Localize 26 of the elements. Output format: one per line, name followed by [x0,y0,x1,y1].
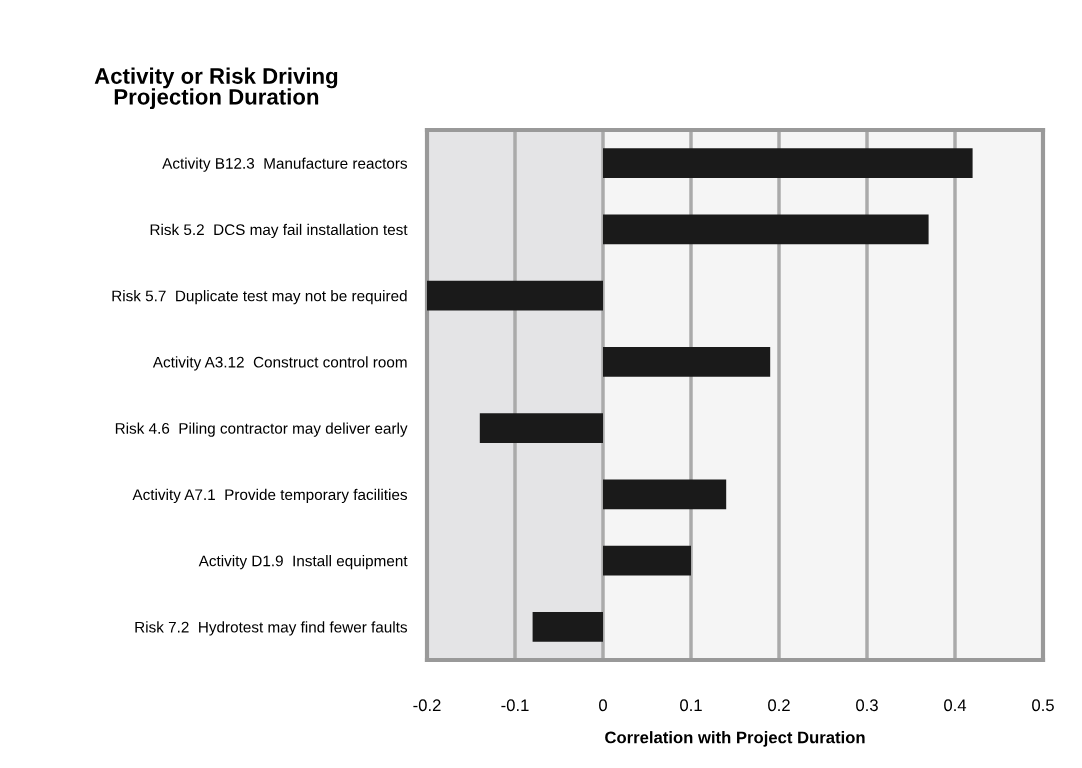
x-tick-label: 0.2 [768,699,790,712]
y-tick-label: Risk 5.7 Duplicate test may not be required [112,290,407,305]
bar [479,413,603,444]
y-tick-label: Activity A3.12 Construct control room [152,356,407,371]
x-axis-title: Correlation with Project Duration [605,731,865,747]
y-tick-label: Activity B12.3 Manufacture reactors [162,157,408,172]
bar [603,148,973,179]
y-tick-label: Risk 7.2 Hydrotest may find fewer faults [135,621,408,636]
y-tick-label: Activity D1.9 Install equipment [198,555,408,570]
x-tick-label: -0.1 [501,699,529,712]
y-tick-label: Risk 5.2 DCS may fail installation test [150,223,408,239]
x-tick-label: 0.4 [944,699,967,712]
x-tick-label: 0 [599,699,607,712]
x-tick-label: 0.5 [1032,699,1054,712]
x-tick-label: 0.3 [856,699,878,712]
bar [427,280,603,311]
bar [603,346,771,377]
bar [532,611,603,642]
y-tick-label: Risk 4.6 Piling contractor may deliver early [115,422,408,437]
bar [603,545,691,576]
bar [603,479,727,510]
text: Activity or Risk Driving Projection Duration [94,67,338,110]
y-tick-label: Activity A7.1 Provide temporary facilities [132,488,408,504]
x-tick-label: -0.2 [413,699,441,712]
x-tick-label: 0.1 [680,699,702,712]
bar [603,214,929,245]
